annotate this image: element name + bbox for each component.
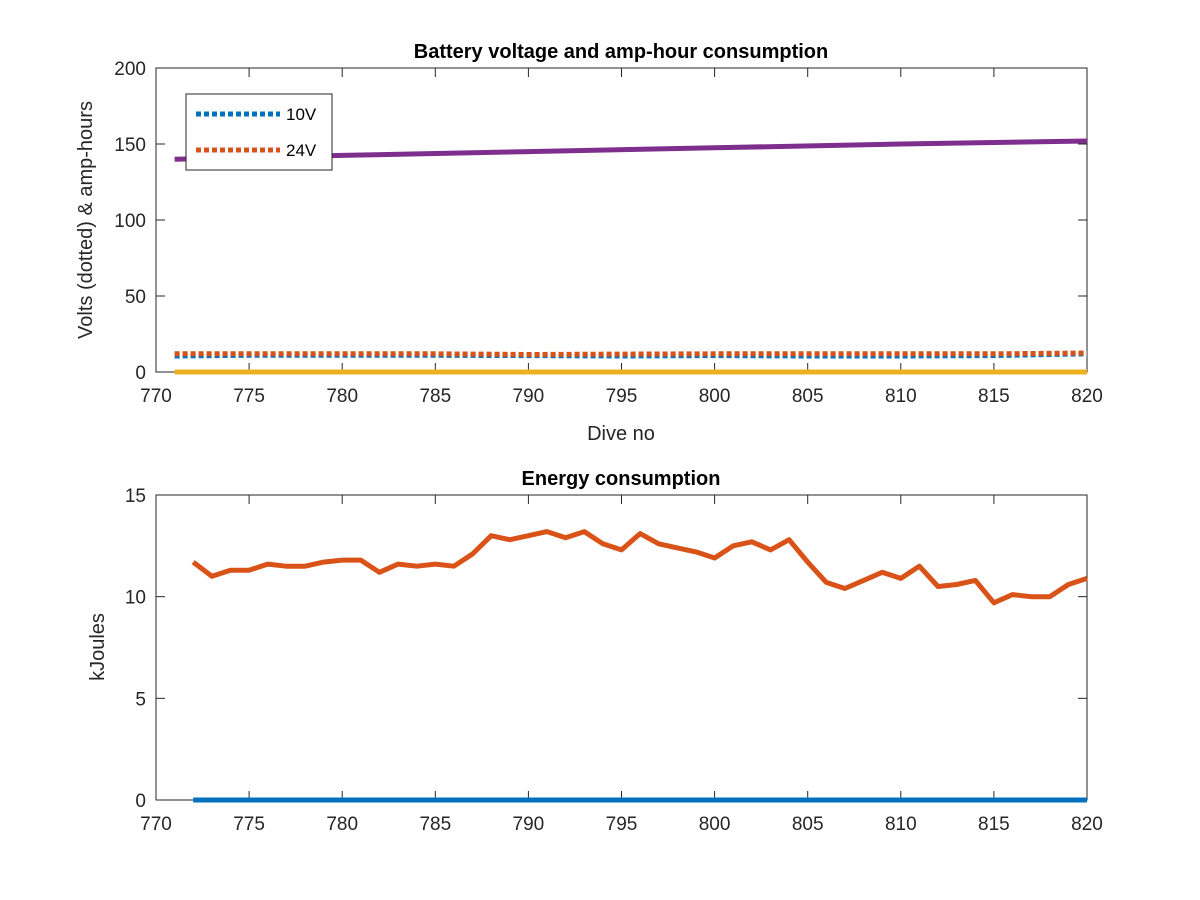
x-tick-label: 770 — [140, 814, 172, 835]
x-tick-label: 785 — [419, 814, 451, 835]
legend-label: 10V — [286, 105, 317, 124]
x-tick-label: 800 — [699, 814, 731, 835]
x-tick-label: 820 — [1071, 386, 1103, 407]
x-tick-label: 810 — [885, 386, 917, 407]
series-line-24v — [174, 350, 1088, 357]
y-tick-label: 15 — [125, 486, 146, 507]
x-tick-label: 795 — [606, 814, 638, 835]
y-tick-label: 200 — [114, 59, 146, 80]
legend-box — [185, 93, 333, 171]
x-tick-label: 780 — [326, 814, 358, 835]
chart-title: Energy consumption — [522, 468, 721, 490]
x-tick-label: 775 — [233, 386, 265, 407]
legend-label: 24V — [286, 141, 317, 160]
y-tick-label: 10 — [125, 588, 146, 609]
x-axis-label: Dive no — [587, 423, 655, 445]
y-tick-label: 0 — [135, 791, 146, 812]
x-tick-label: 800 — [699, 386, 731, 407]
x-tick-label: 790 — [513, 814, 545, 835]
axes-box — [155, 494, 1088, 801]
x-tick-label: 815 — [978, 814, 1010, 835]
x-tick-label: 810 — [885, 814, 917, 835]
y-tick-label: 0 — [135, 363, 146, 384]
y-axis-label: kJoules — [87, 613, 109, 681]
x-tick-label: 775 — [233, 814, 265, 835]
x-tick-label: 770 — [140, 386, 172, 407]
y-tick-label: 50 — [125, 287, 146, 308]
energy-chart: Energy consumption kJoules 770 775 780 785 7… — [87, 468, 1103, 835]
voltage-chart: Battery voltage and amp-hour consumption… — [75, 41, 1103, 445]
series-line-0 — [191, 529, 1088, 606]
y-axis-label: Volts (dotted) & amp-hours — [75, 101, 97, 339]
x-tick-label: 805 — [792, 386, 824, 407]
chart-title: Battery voltage and amp-hour consumption — [414, 41, 828, 63]
x-tick-label: 795 — [606, 386, 638, 407]
legend: 10V 24V — [185, 93, 333, 171]
x-tick-label: 790 — [513, 386, 545, 407]
x-tick-label: 815 — [978, 386, 1010, 407]
y-tick-label: 150 — [114, 135, 146, 156]
x-tick-label: 785 — [419, 386, 451, 407]
y-tick-label: 5 — [135, 689, 146, 710]
x-tick-label: 820 — [1071, 814, 1103, 835]
x-tick-label: 805 — [792, 814, 824, 835]
y-tick-label: 100 — [114, 211, 146, 232]
x-tick-label: 780 — [326, 386, 358, 407]
